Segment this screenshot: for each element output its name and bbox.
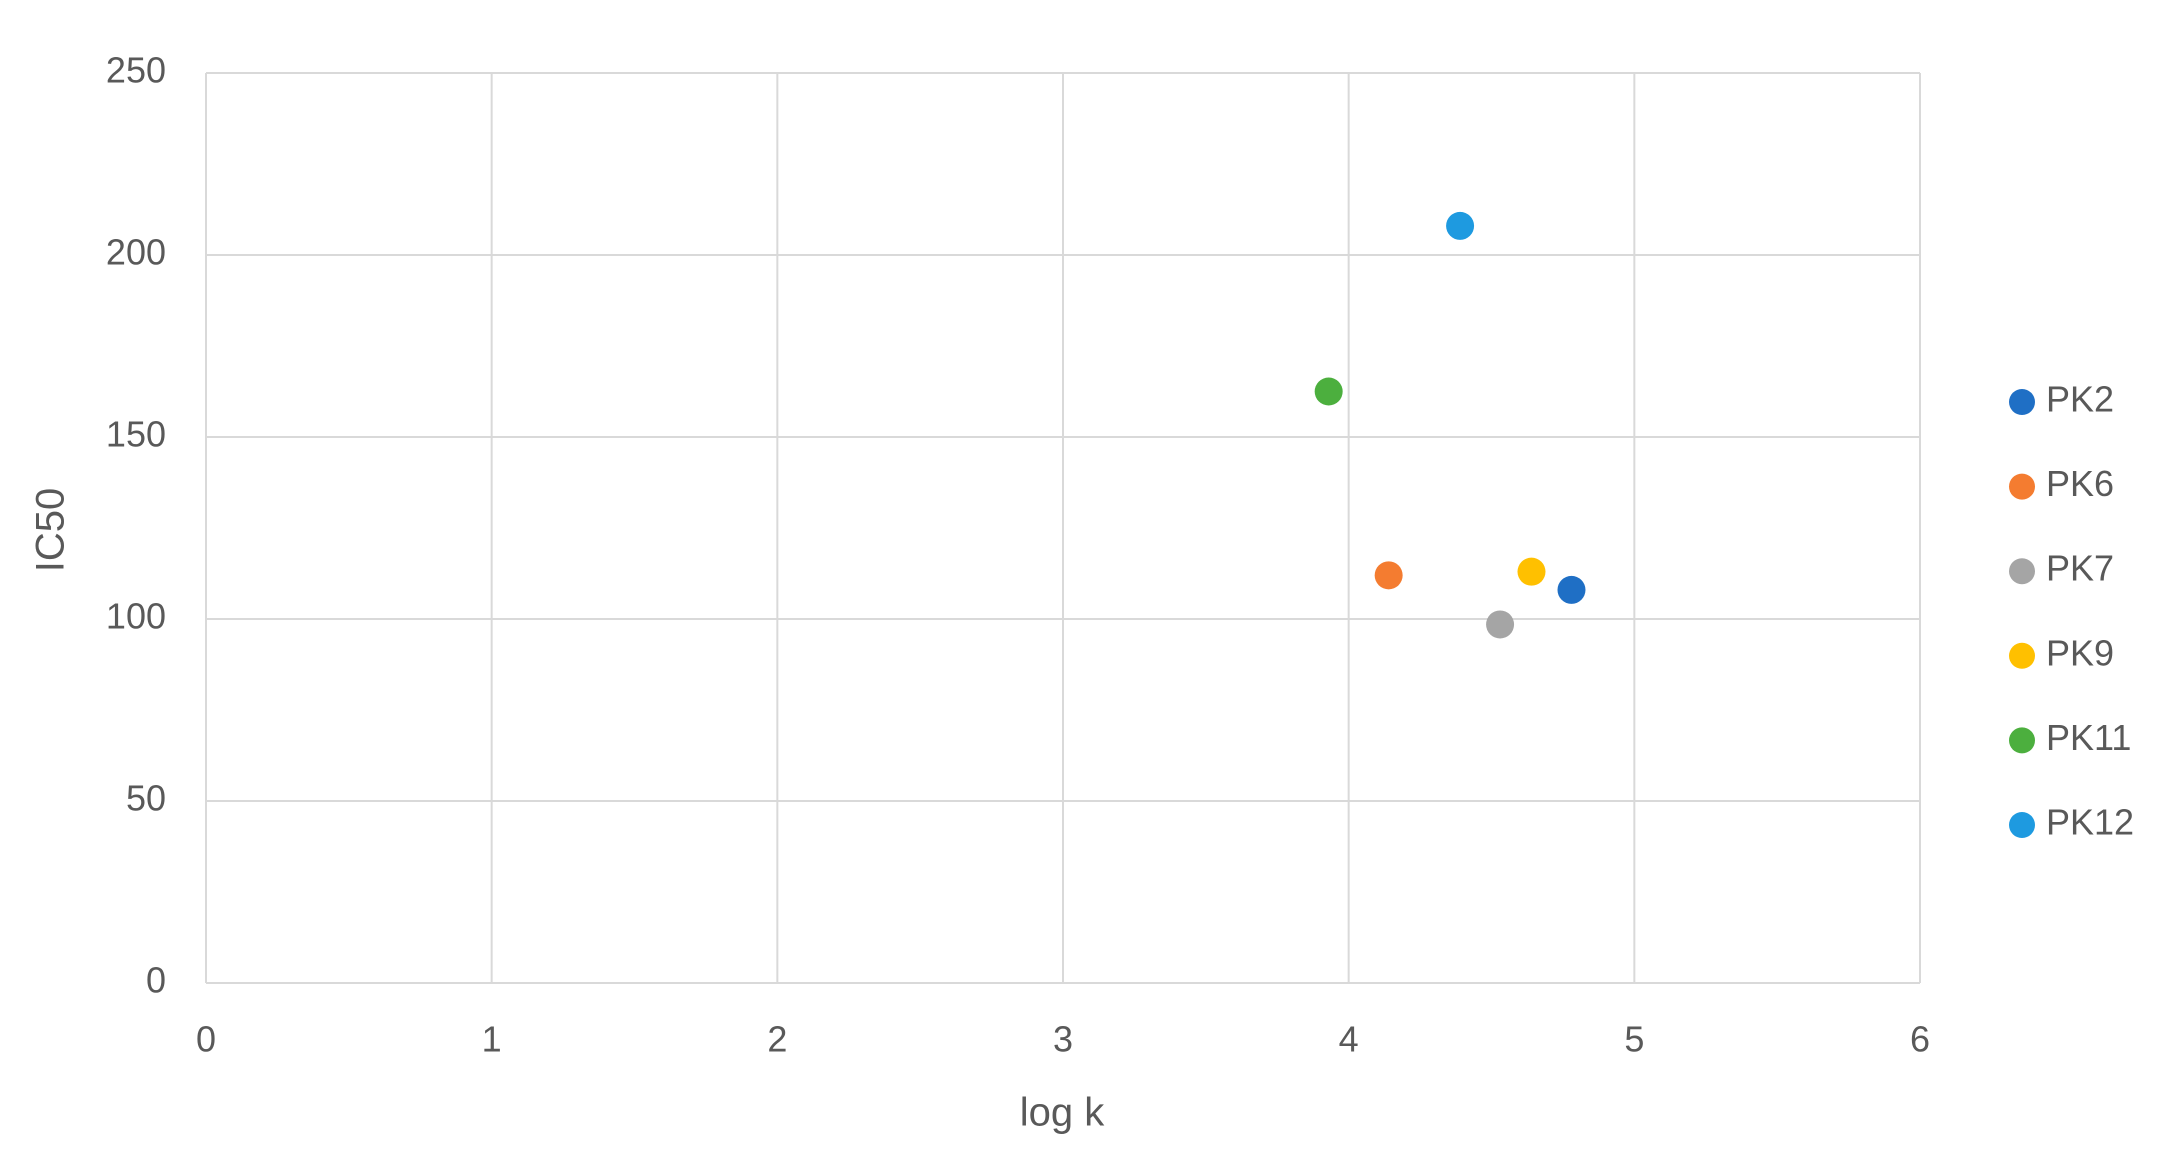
x-tick-label: 0 — [196, 1019, 216, 1060]
legend-label: PK11 — [2046, 717, 2131, 758]
point — [1486, 610, 1515, 639]
legend-marker — [2009, 727, 2035, 754]
legend-label: PK12 — [2046, 802, 2134, 843]
legend-marker — [2009, 389, 2035, 415]
legend-marker — [2009, 558, 2035, 585]
y-tick-label: 200 — [106, 232, 166, 273]
x-tick-label: 4 — [1339, 1019, 1359, 1060]
legend-label: PK9 — [2046, 632, 2114, 673]
y-tick-label: 50 — [126, 778, 166, 819]
legend-marker — [2009, 642, 2035, 669]
legend-label: PK2 — [2046, 379, 2114, 420]
y-tick-label: 250 — [106, 50, 166, 91]
y-axis-title: IC50 — [29, 488, 73, 573]
legend-label: PK7 — [2046, 548, 2114, 589]
legend-marker — [2009, 473, 2035, 500]
x-tick-label: 5 — [1624, 1019, 1644, 1060]
y-tick-label: 100 — [106, 596, 166, 637]
x-tick-label: 3 — [1053, 1019, 1073, 1060]
x-tick-label: 1 — [482, 1019, 502, 1060]
y-tick-label: 0 — [146, 960, 166, 1001]
point — [1314, 377, 1343, 406]
x-tick-label: 2 — [767, 1019, 787, 1060]
x-axis-title: log k — [1020, 1091, 1105, 1135]
legend-marker — [2009, 812, 2035, 838]
y-tick-label: 150 — [106, 414, 166, 455]
x-tick-label: 6 — [1910, 1019, 1930, 1060]
point — [1557, 575, 1586, 604]
point — [1446, 211, 1475, 240]
legend-label: PK6 — [2046, 463, 2114, 504]
point — [1374, 561, 1403, 590]
point — [1517, 557, 1546, 586]
